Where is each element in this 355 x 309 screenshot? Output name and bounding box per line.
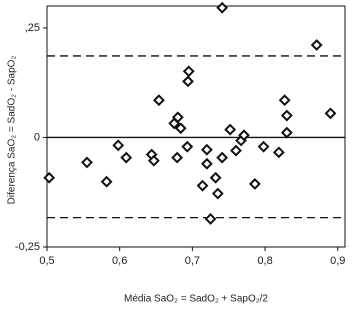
point (216, 151, 229, 164)
point (248, 177, 261, 190)
point (120, 151, 133, 164)
point (43, 171, 56, 184)
point (278, 94, 291, 107)
point (147, 154, 160, 167)
point (209, 171, 222, 184)
point (200, 157, 213, 170)
point (224, 123, 237, 136)
point (196, 179, 209, 192)
point (324, 107, 337, 120)
point (200, 143, 213, 156)
point (280, 109, 293, 122)
point (153, 94, 165, 107)
y-tick-label: 0 (34, 131, 40, 143)
x-tick-label: 0,9 (330, 255, 345, 267)
point (257, 140, 270, 153)
point (204, 213, 217, 225)
point (81, 156, 93, 169)
point (280, 126, 293, 139)
point (230, 144, 242, 157)
y-tick-label: -0,25 (15, 241, 40, 253)
x-axis-label: Média SaO₂ = SadO₂ + SapO₂/2 (124, 294, 268, 305)
point (112, 139, 125, 152)
point (310, 39, 323, 51)
point (272, 146, 285, 159)
point (238, 129, 250, 142)
plot-frame (46, 5, 346, 248)
x-tick-label: 0,6 (112, 255, 127, 267)
point (174, 122, 187, 135)
x-tick-label: 0,7 (185, 255, 200, 267)
x-tick-label: 0,8 (257, 255, 272, 267)
point (100, 175, 113, 188)
y-tick-label: ,25 (25, 22, 40, 34)
point (216, 1, 229, 14)
y-axis-label: Diferença SaO₂ = SadO₂ - SapO₂ (7, 56, 18, 205)
point (181, 140, 194, 153)
x-tick-label: 0,5 (39, 255, 54, 267)
point (211, 187, 224, 200)
point (171, 111, 184, 124)
point (182, 65, 195, 78)
point (171, 151, 184, 164)
point (182, 75, 194, 88)
